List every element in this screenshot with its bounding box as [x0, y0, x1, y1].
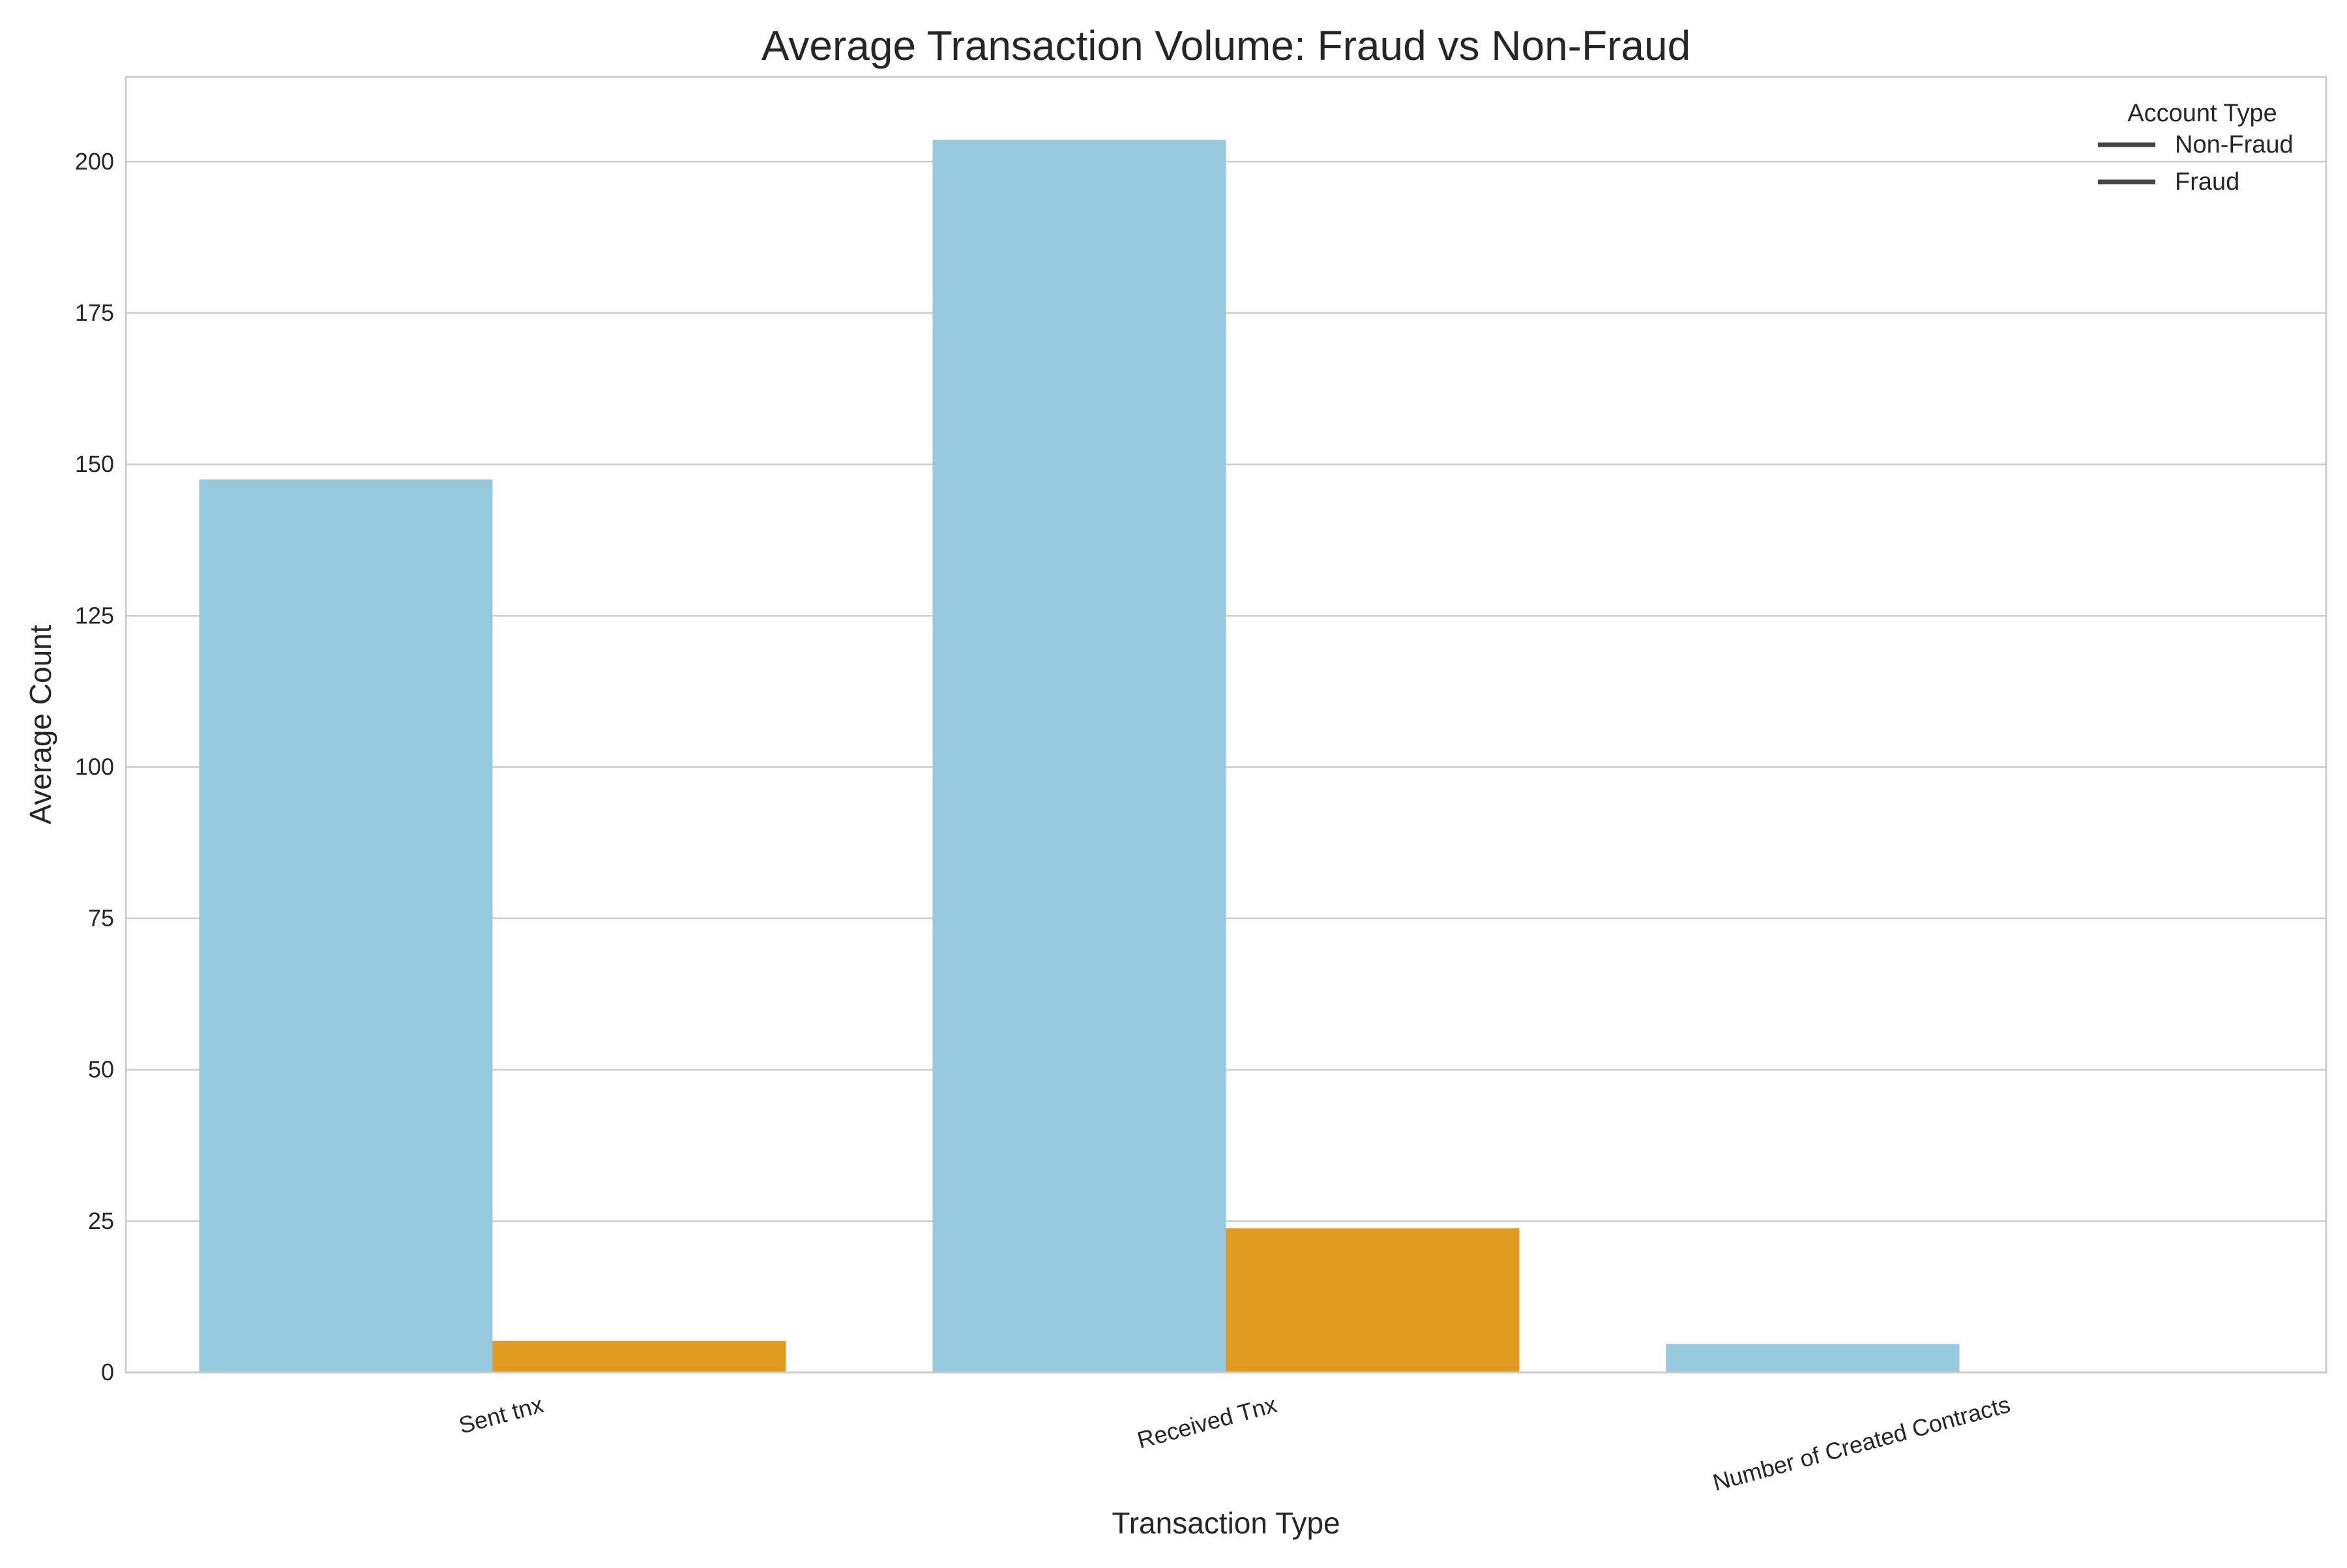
y-tick-labels: 0 25 50 75 100 125 150 175 200: [75, 148, 114, 1385]
bar-non-fraud-2: [932, 140, 1226, 1373]
bar-non-fraud-1: [199, 479, 493, 1373]
y-tick-label: 125: [75, 602, 114, 629]
y-tick-label: 200: [75, 148, 114, 175]
x-tick-labels: Sent tnx Received Tnx Number of Created Co…: [456, 1391, 2013, 1496]
legend-entries: Non-Fraud Fraud: [2098, 131, 2294, 196]
y-tick-label: 175: [75, 299, 114, 326]
legend-label: Non-Fraud: [2175, 131, 2294, 158]
bar-non-fraud-3: [1666, 1344, 1960, 1372]
legend-title: Account Type: [2127, 100, 2277, 127]
bars-layer: [199, 140, 1960, 1373]
y-tick-label: 25: [88, 1207, 114, 1234]
y-tick-label: 100: [75, 753, 114, 780]
bar-fraud-2: [1226, 1228, 1520, 1372]
y-tick-label: 50: [88, 1056, 114, 1083]
chart-title: Average Transaction Volume: Fraud vs Non…: [761, 22, 1690, 69]
bar-fraud-1: [492, 1340, 786, 1372]
x-tick-label: Number of Created Contracts: [1710, 1391, 2013, 1496]
legend-label: Fraud: [2175, 168, 2239, 196]
x-axis-title: Transaction Type: [1112, 1506, 1340, 1540]
x-tick-label: Received Tnx: [1134, 1391, 1280, 1453]
legend: Account Type Non-Fraud Fraud: [2098, 100, 2294, 196]
y-tick-label: 75: [88, 905, 114, 932]
y-axis-title: Average Count: [23, 625, 57, 824]
x-tick-label: Sent tnx: [456, 1391, 546, 1439]
y-tick-label: 0: [101, 1359, 114, 1385]
y-tick-label: 150: [75, 451, 114, 477]
plot-frame: [125, 76, 2327, 1374]
